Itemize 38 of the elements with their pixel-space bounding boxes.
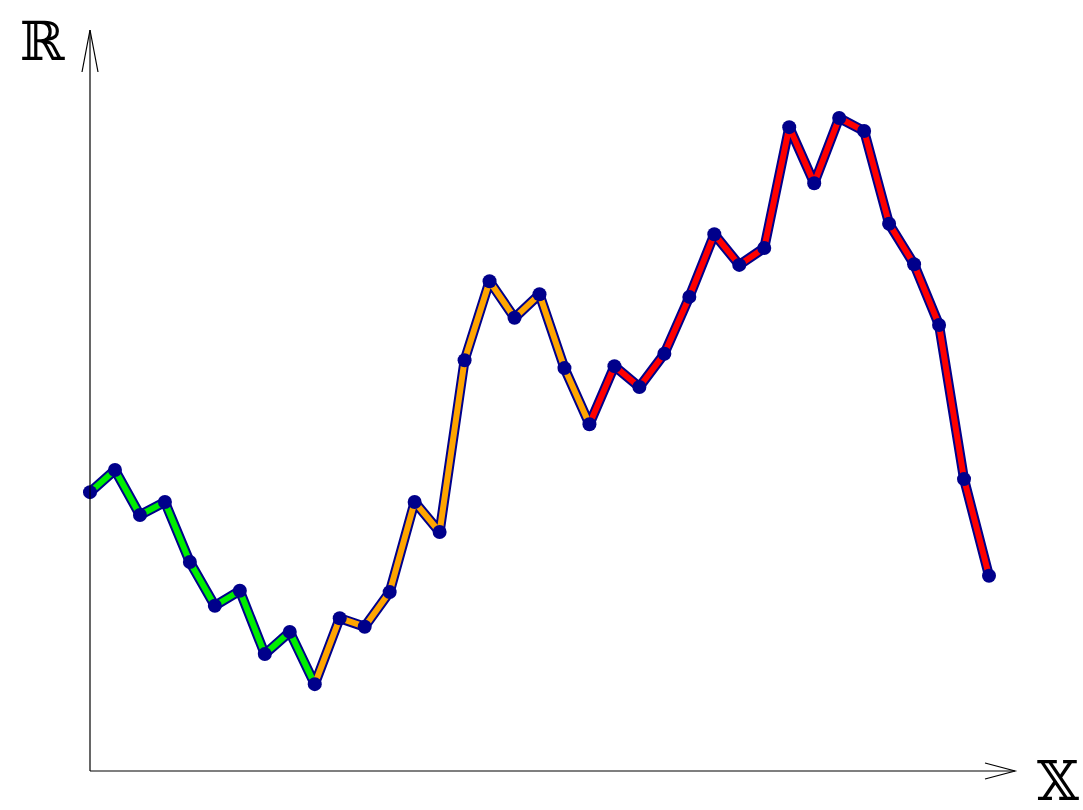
- y-axis-title: ℝ: [19, 10, 66, 73]
- point: [307, 677, 322, 692]
- point: [132, 508, 147, 523]
- point: [607, 359, 622, 374]
- point: [632, 380, 647, 395]
- point: [457, 353, 472, 368]
- point: [982, 568, 996, 583]
- point: [482, 274, 497, 289]
- point: [432, 525, 447, 539]
- point: [232, 583, 247, 598]
- point: [107, 462, 122, 477]
- point: [732, 257, 747, 272]
- point: [657, 346, 672, 361]
- point: [357, 619, 372, 634]
- point: [332, 611, 347, 626]
- point: [257, 647, 272, 662]
- point: [707, 227, 722, 242]
- point: [407, 494, 422, 509]
- point: [782, 120, 797, 135]
- point: [832, 111, 847, 125]
- point: [557, 361, 572, 376]
- point: [857, 124, 872, 139]
- point: [932, 318, 947, 332]
- point: [907, 257, 922, 272]
- point: [582, 417, 597, 432]
- point: [382, 585, 397, 600]
- point: [757, 240, 772, 255]
- point: [507, 310, 522, 325]
- point: [532, 287, 547, 302]
- point: [882, 216, 897, 231]
- point: [157, 494, 172, 509]
- point: [207, 598, 222, 613]
- point: [182, 555, 197, 570]
- point: [807, 176, 822, 191]
- point: [682, 289, 697, 304]
- point: [282, 624, 297, 639]
- point: [957, 472, 972, 487]
- x-axis-title: 𝕏: [1037, 750, 1080, 810]
